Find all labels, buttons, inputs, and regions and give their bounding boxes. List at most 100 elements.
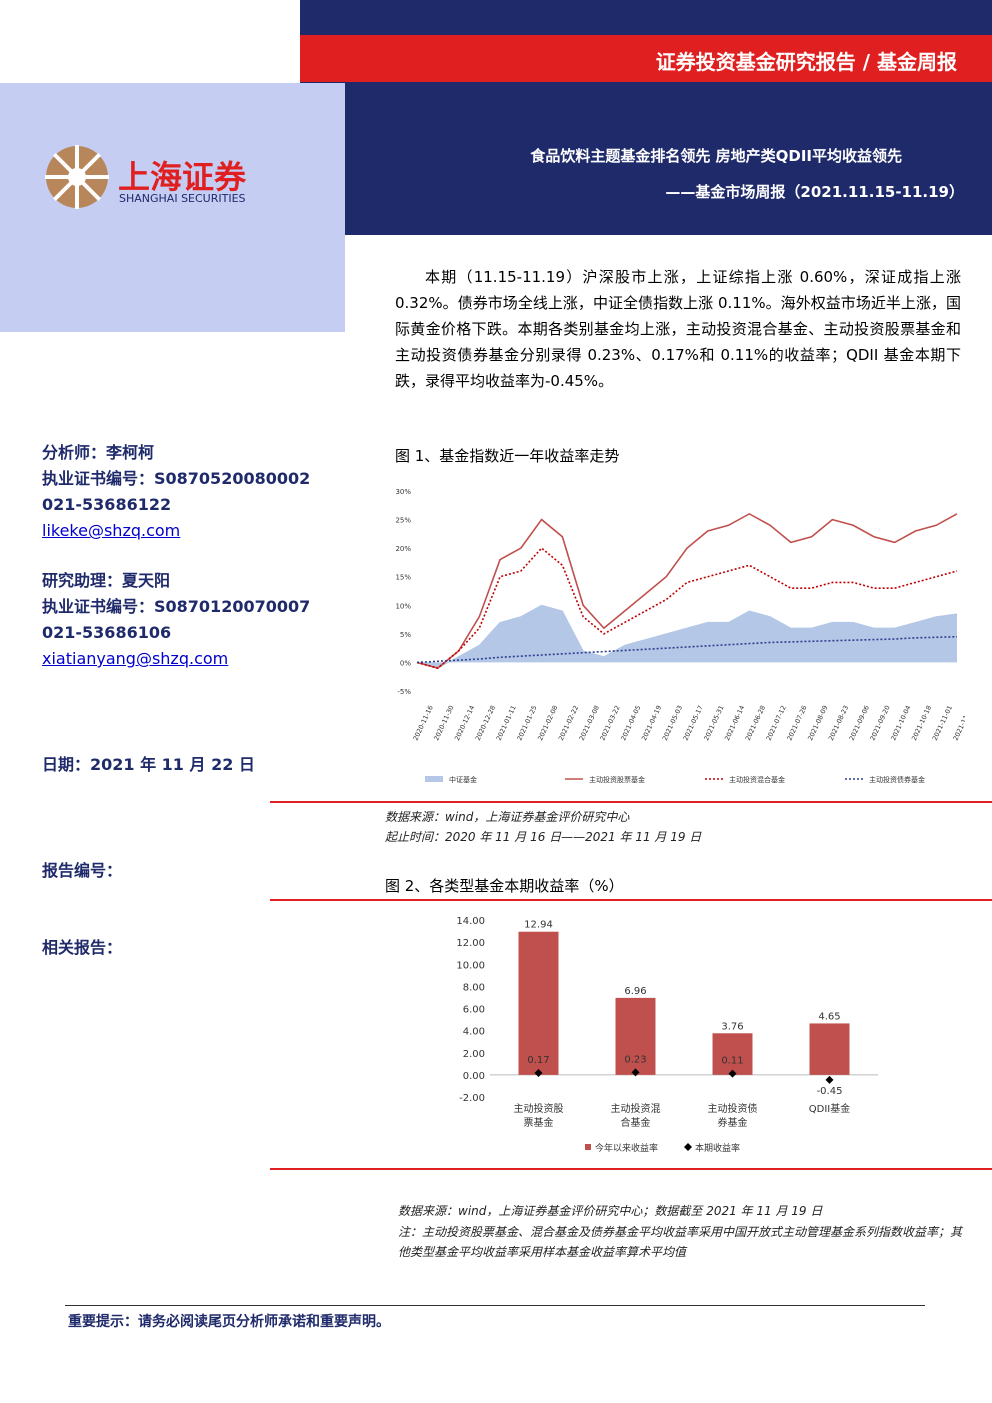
x-tick-label: 2020-11-30 (432, 704, 455, 742)
related: 相关报告： (42, 938, 123, 957)
role: 分析师：李柯柯 (42, 443, 155, 462)
value-label: 0.23 (624, 1054, 646, 1065)
cert: 执业证书编号：S0870120070007 (42, 597, 311, 616)
value-label: 0.17 (527, 1055, 549, 1066)
y-tick-label: 20% (395, 545, 411, 553)
footer-line (65, 1305, 925, 1306)
series-line (416, 512, 958, 670)
email[interactable]: likeke@shzq.com (42, 521, 181, 540)
legend-label: 今年以来收益率 (595, 1142, 658, 1154)
x-tick-label: QDII基金 (808, 1104, 851, 1115)
logo-icon (45, 145, 109, 209)
x-tick-label: 2021-02-22 (557, 704, 580, 742)
divider (270, 801, 992, 803)
legend-swatch (684, 1143, 692, 1151)
area-fill (417, 605, 957, 669)
logo-text: 上海证券 (118, 158, 247, 196)
x-tick-label: 2021-11-01 (931, 704, 954, 742)
bar (809, 1023, 850, 1075)
x-tick-label: 2021-01-25 (515, 704, 538, 742)
divider (270, 1168, 992, 1170)
figure-caption: 图 1、基金指数近一年收益率走势 (395, 447, 620, 465)
y-tick-label: 2.00 (463, 1049, 485, 1060)
x-tick-label: 2020-12-28 (474, 704, 497, 742)
y-tick-label: 10.00 (456, 960, 485, 971)
x-tick-label: 2021-08-23 (827, 704, 850, 742)
marker (728, 1069, 737, 1078)
series-line (416, 547, 958, 670)
phone: 021-53686106 (42, 623, 172, 642)
y-tick-label: 0% (400, 659, 411, 667)
value-label: 0.11 (721, 1056, 743, 1067)
summary: 本期（11.15-11.19）沪深股市上涨，上证综指上涨 0.60%，深证成指上… (395, 268, 961, 390)
x-tick-label: 主动投资股票基金 (513, 1104, 564, 1129)
y-tick-label: 5% (400, 631, 411, 639)
figure-note: 注：主动投资股票基金、混合基金及债券基金平均收益率采用中国开放式主动管理基金系列… (398, 1225, 963, 1259)
role: 研究助理：夏天阳 (42, 571, 171, 590)
bar-chart-wrap: -2.00 0.00 2.00 4.00 6.00 8.00 10.00 12.00 14.00… (430, 910, 880, 1160)
x-tick-label: 2021-01-11 (495, 704, 518, 742)
marker (825, 1075, 834, 1084)
x-tick-label: 2021-06-14 (723, 704, 746, 742)
value-label: 4.65 (818, 1011, 840, 1022)
y-tick-label: 14.00 (456, 916, 485, 927)
x-tick-label: 2021-10-04 (889, 704, 912, 742)
x-tick-label: 2021-07-26 (785, 704, 808, 742)
figure-source: 数据来源：wind，上海证券基金评价研究中心；数据截至 2021 年 11 月 … (398, 1204, 823, 1218)
x-tick-label: 2021-03-08 (578, 704, 601, 742)
legend-label: 本期收益率 (695, 1142, 740, 1154)
legend-swatch (425, 776, 443, 782)
y-tick-label: 25% (395, 517, 411, 525)
x-tick-label: 2020-11-16 (412, 704, 435, 742)
x-tick-label: 2021-02-08 (536, 704, 559, 742)
y-tick-label: 10% (395, 602, 411, 610)
y-tick-label: 4.00 (463, 1027, 485, 1038)
bar (712, 1033, 753, 1075)
series-title: 证券投资基金研究报告 / 基金周报 (655, 50, 957, 74)
bar (615, 997, 656, 1075)
y-tick-label: 30% (395, 488, 411, 496)
contact-1: 分析师：李柯柯 执业证书编号：S0870520080002 021-536861… (42, 440, 310, 544)
report-no: 报告编号： (42, 861, 123, 880)
header-title-band (300, 82, 992, 235)
cert: 执业证书编号：S0870520080002 (42, 469, 311, 488)
header-red-band (300, 35, 992, 82)
y-tick-label: 6.00 (463, 1005, 485, 1016)
series-line (416, 604, 958, 669)
x-tick-label: 2021-07-12 (765, 704, 788, 742)
date: 日期：2021 年 11 月 22 日 (42, 755, 255, 774)
legend-swatch (585, 1144, 591, 1150)
figure-period: 起止时间：2020 年 11 月 16 日——2021 年 11 月 19 日 (385, 830, 702, 844)
x-tick-label: 主动投资债券基金 (707, 1104, 758, 1129)
x-tick-label: 主动投资混合基金 (610, 1104, 661, 1129)
x-tick-label: 2021-06-28 (744, 704, 767, 742)
report-subtitle: ——基金市场周报（2021.11.15-11.19） (665, 183, 964, 201)
x-tick-label: 2021-04-05 (619, 704, 642, 742)
y-tick-label: 12.00 (456, 938, 485, 949)
x-tick-label: 2020-12-14 (453, 704, 476, 742)
legend-label: 中证基金 (449, 775, 477, 784)
y-tick-label: 0.00 (463, 1071, 485, 1082)
x-tick-label: 2021-04-19 (640, 704, 663, 742)
y-tick-label: -2.00 (459, 1093, 485, 1104)
phone: 021-53686122 (42, 495, 172, 514)
bar-chart: -2.00 0.00 2.00 4.00 6.00 8.00 10.00 12.00 14.00… (456, 916, 878, 1154)
value-label: 12.94 (524, 920, 553, 931)
figure-caption: 图 2、各类型基金本期收益率（%） (385, 877, 624, 895)
y-tick-label: 8.00 (463, 982, 485, 993)
legend-label: 主动投资股票基金 (589, 775, 645, 784)
bar (518, 931, 559, 1075)
email[interactable]: xiatianyang@shzq.com (42, 649, 229, 668)
x-tick-label: 2021-09-06 (848, 704, 871, 742)
x-tick-label: 2021-10-18 (910, 704, 933, 742)
value-label: 6.96 (624, 986, 646, 997)
legend-label: 主动投资债券基金 (869, 775, 925, 784)
header-band (300, 0, 992, 35)
x-tick-label: 2021-11-15 (952, 704, 965, 742)
logo-block (0, 83, 345, 332)
value-label: 3.76 (721, 1021, 743, 1032)
x-tick-label: 2021-09-20 (868, 704, 891, 742)
marker (534, 1068, 543, 1077)
divider (270, 899, 992, 901)
